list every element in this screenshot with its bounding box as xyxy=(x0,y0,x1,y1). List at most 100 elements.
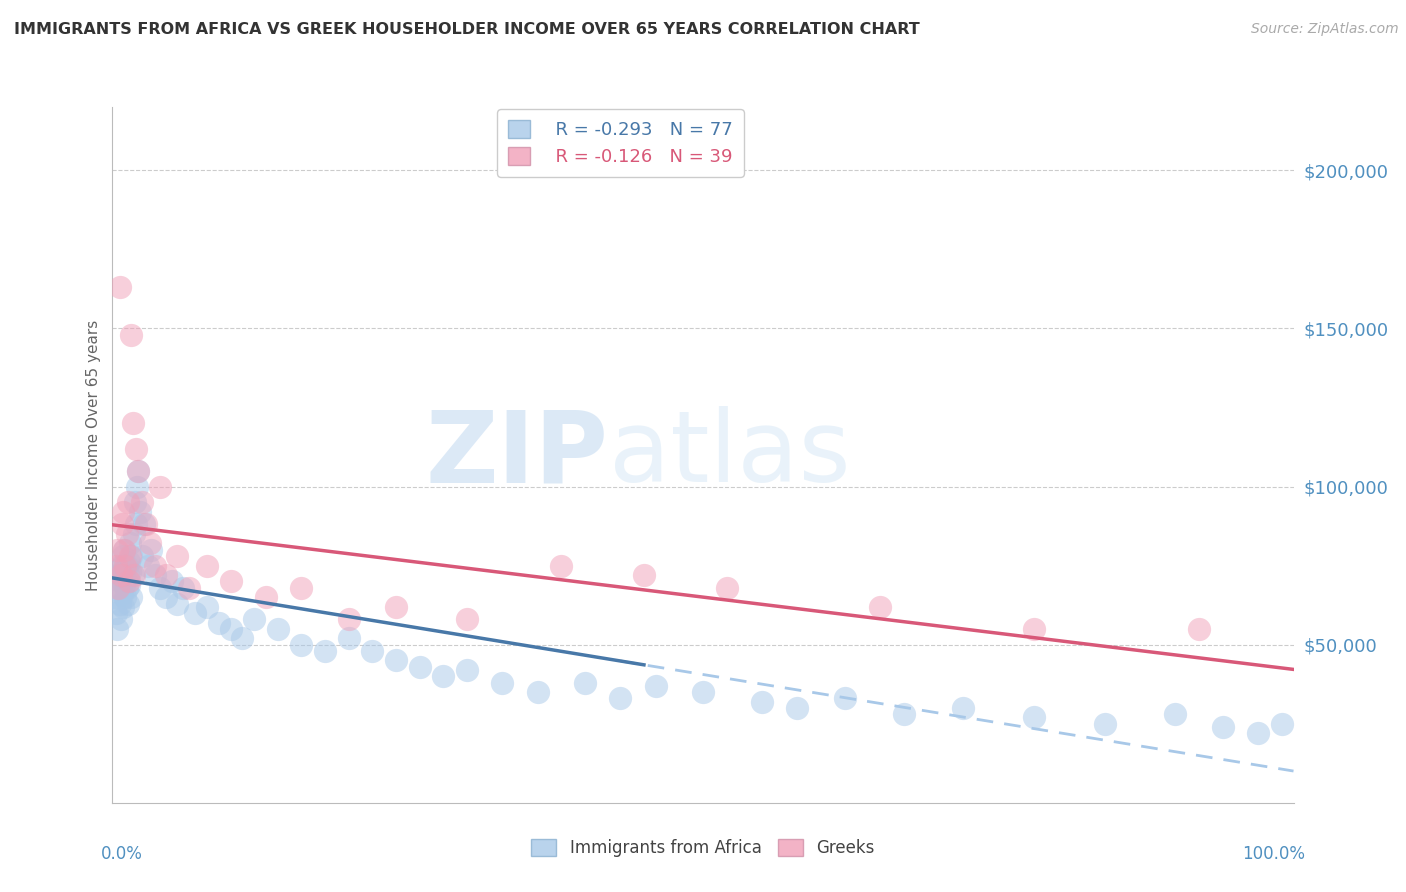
Point xyxy=(121,417,143,431)
Point xyxy=(117,495,139,509)
Point xyxy=(166,549,188,563)
Point xyxy=(120,549,142,563)
Point xyxy=(112,505,135,519)
Point xyxy=(526,685,548,699)
Point xyxy=(1022,710,1045,724)
Text: ZIP: ZIP xyxy=(426,407,609,503)
Point xyxy=(117,568,139,582)
Point xyxy=(141,542,163,557)
Point xyxy=(1212,720,1234,734)
Point xyxy=(114,558,136,573)
Point xyxy=(108,280,131,294)
Point xyxy=(127,464,149,478)
Point xyxy=(118,574,141,589)
Point xyxy=(115,527,138,541)
Point xyxy=(122,568,145,582)
Point xyxy=(160,574,183,589)
Point xyxy=(127,464,149,478)
Point xyxy=(143,568,166,582)
Point xyxy=(108,597,131,611)
Point xyxy=(751,695,773,709)
Point xyxy=(155,591,177,605)
Point xyxy=(111,565,134,579)
Point xyxy=(1271,716,1294,731)
Point xyxy=(125,517,148,532)
Point xyxy=(574,675,596,690)
Point xyxy=(131,549,153,563)
Point xyxy=(121,568,143,582)
Point xyxy=(385,599,408,614)
Point xyxy=(105,622,128,636)
Point xyxy=(112,599,135,614)
Point xyxy=(208,615,231,630)
Legend: Immigrants from Africa, Greeks: Immigrants from Africa, Greeks xyxy=(524,832,882,864)
Point xyxy=(491,675,513,690)
Point xyxy=(112,542,135,557)
Point xyxy=(166,597,188,611)
Point xyxy=(120,549,142,563)
Point xyxy=(131,495,153,509)
Point xyxy=(692,685,714,699)
Point xyxy=(219,574,242,589)
Point xyxy=(117,597,139,611)
Point xyxy=(243,612,266,626)
Point xyxy=(108,574,131,589)
Point xyxy=(120,565,142,579)
Point xyxy=(290,581,312,595)
Point xyxy=(609,691,631,706)
Point xyxy=(114,591,136,605)
Point xyxy=(112,577,135,591)
Point xyxy=(112,542,135,557)
Point xyxy=(115,558,138,573)
Point xyxy=(337,632,360,646)
Point xyxy=(644,679,666,693)
Point xyxy=(120,536,142,550)
Point xyxy=(104,591,127,605)
Text: IMMIGRANTS FROM AFRICA VS GREEK HOUSEHOLDER INCOME OVER 65 YEARS CORRELATION CHA: IMMIGRANTS FROM AFRICA VS GREEK HOUSEHOL… xyxy=(14,22,920,37)
Y-axis label: Householder Income Over 65 years: Householder Income Over 65 years xyxy=(86,319,101,591)
Point xyxy=(952,701,974,715)
Point xyxy=(105,568,128,582)
Point xyxy=(120,327,142,342)
Point xyxy=(1094,716,1116,731)
Point xyxy=(110,612,132,626)
Point xyxy=(314,644,336,658)
Point xyxy=(254,591,277,605)
Point xyxy=(337,612,360,626)
Point xyxy=(385,653,408,667)
Point xyxy=(786,701,808,715)
Point xyxy=(184,606,207,620)
Point xyxy=(114,571,136,585)
Point xyxy=(716,581,738,595)
Point xyxy=(120,591,142,605)
Point xyxy=(149,479,172,493)
Point xyxy=(128,505,150,519)
Point xyxy=(834,691,856,706)
Point xyxy=(122,527,145,541)
Text: 0.0%: 0.0% xyxy=(101,845,142,863)
Point xyxy=(195,599,218,614)
Text: atlas: atlas xyxy=(609,407,851,503)
Point xyxy=(231,632,253,646)
Point xyxy=(408,660,430,674)
Point xyxy=(432,669,454,683)
Point xyxy=(219,622,242,636)
Point xyxy=(107,581,129,595)
Point xyxy=(1164,707,1187,722)
Text: 100.0%: 100.0% xyxy=(1243,845,1305,863)
Point xyxy=(1022,622,1045,636)
Point xyxy=(112,549,135,563)
Point xyxy=(105,606,128,620)
Point xyxy=(125,442,148,456)
Point xyxy=(105,558,128,573)
Point xyxy=(456,663,478,677)
Point xyxy=(139,536,162,550)
Point xyxy=(136,558,159,573)
Point xyxy=(110,568,132,582)
Point xyxy=(127,479,149,493)
Point xyxy=(110,558,132,573)
Point xyxy=(124,495,146,509)
Point xyxy=(550,558,572,573)
Point xyxy=(118,556,141,570)
Point xyxy=(893,707,915,722)
